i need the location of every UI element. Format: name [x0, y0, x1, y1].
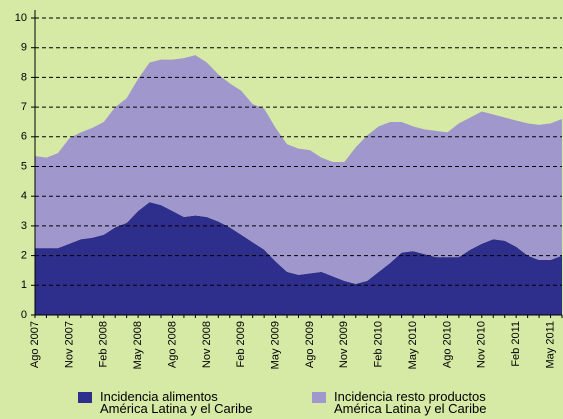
y-tick-label: 4 — [21, 190, 27, 202]
x-tick-label: Ago 2007 — [29, 321, 41, 368]
x-tick-label: Nov 2009 — [338, 321, 350, 368]
legend-swatch — [78, 392, 92, 403]
y-tick-label: 2 — [21, 250, 27, 262]
x-tick-label: Feb 2010 — [373, 321, 385, 367]
y-tick-label: 1 — [21, 279, 27, 291]
x-tick-label: Feb 2011 — [510, 321, 522, 367]
y-tick-label: 7 — [21, 101, 27, 113]
legend-item: Incidencia alimentos América Latina y el… — [78, 389, 253, 416]
x-tick-label: May 2009 — [269, 321, 281, 369]
x-tick-label: Feb 2009 — [235, 321, 247, 367]
x-tick-label: Nov 2008 — [201, 321, 213, 368]
y-tick-label: 3 — [21, 220, 27, 232]
legend-swatch — [312, 392, 326, 403]
y-tick-label: 8 — [21, 71, 27, 83]
legend-item: Incidencia resto productos América Latin… — [312, 389, 487, 416]
x-tick-label: Nov 2010 — [476, 321, 488, 368]
x-tick-label: Ago 2010 — [441, 321, 453, 368]
x-tick-label: May 2008 — [132, 321, 144, 369]
y-tick-label: 10 — [15, 12, 27, 24]
x-tick-label: Ago 2009 — [304, 321, 316, 368]
x-tick-label: Feb 2008 — [98, 321, 110, 367]
x-tick-label: May 2010 — [407, 321, 419, 369]
x-tick-label: May 2011 — [544, 321, 556, 369]
legend-label: Incidencia alimentos América Latina y el… — [100, 389, 253, 416]
legend-label: Incidencia resto productos América Latin… — [334, 389, 487, 416]
x-tick-label: Nov 2007 — [63, 321, 75, 368]
area — [35, 55, 562, 284]
y-tick-label: 5 — [21, 160, 27, 172]
y-tick-label: 9 — [21, 42, 27, 54]
y-tick-label: 0 — [21, 309, 27, 321]
y-tick-label: 6 — [21, 131, 27, 143]
area — [35, 202, 562, 315]
x-tick-label: Ago 2008 — [166, 321, 178, 368]
